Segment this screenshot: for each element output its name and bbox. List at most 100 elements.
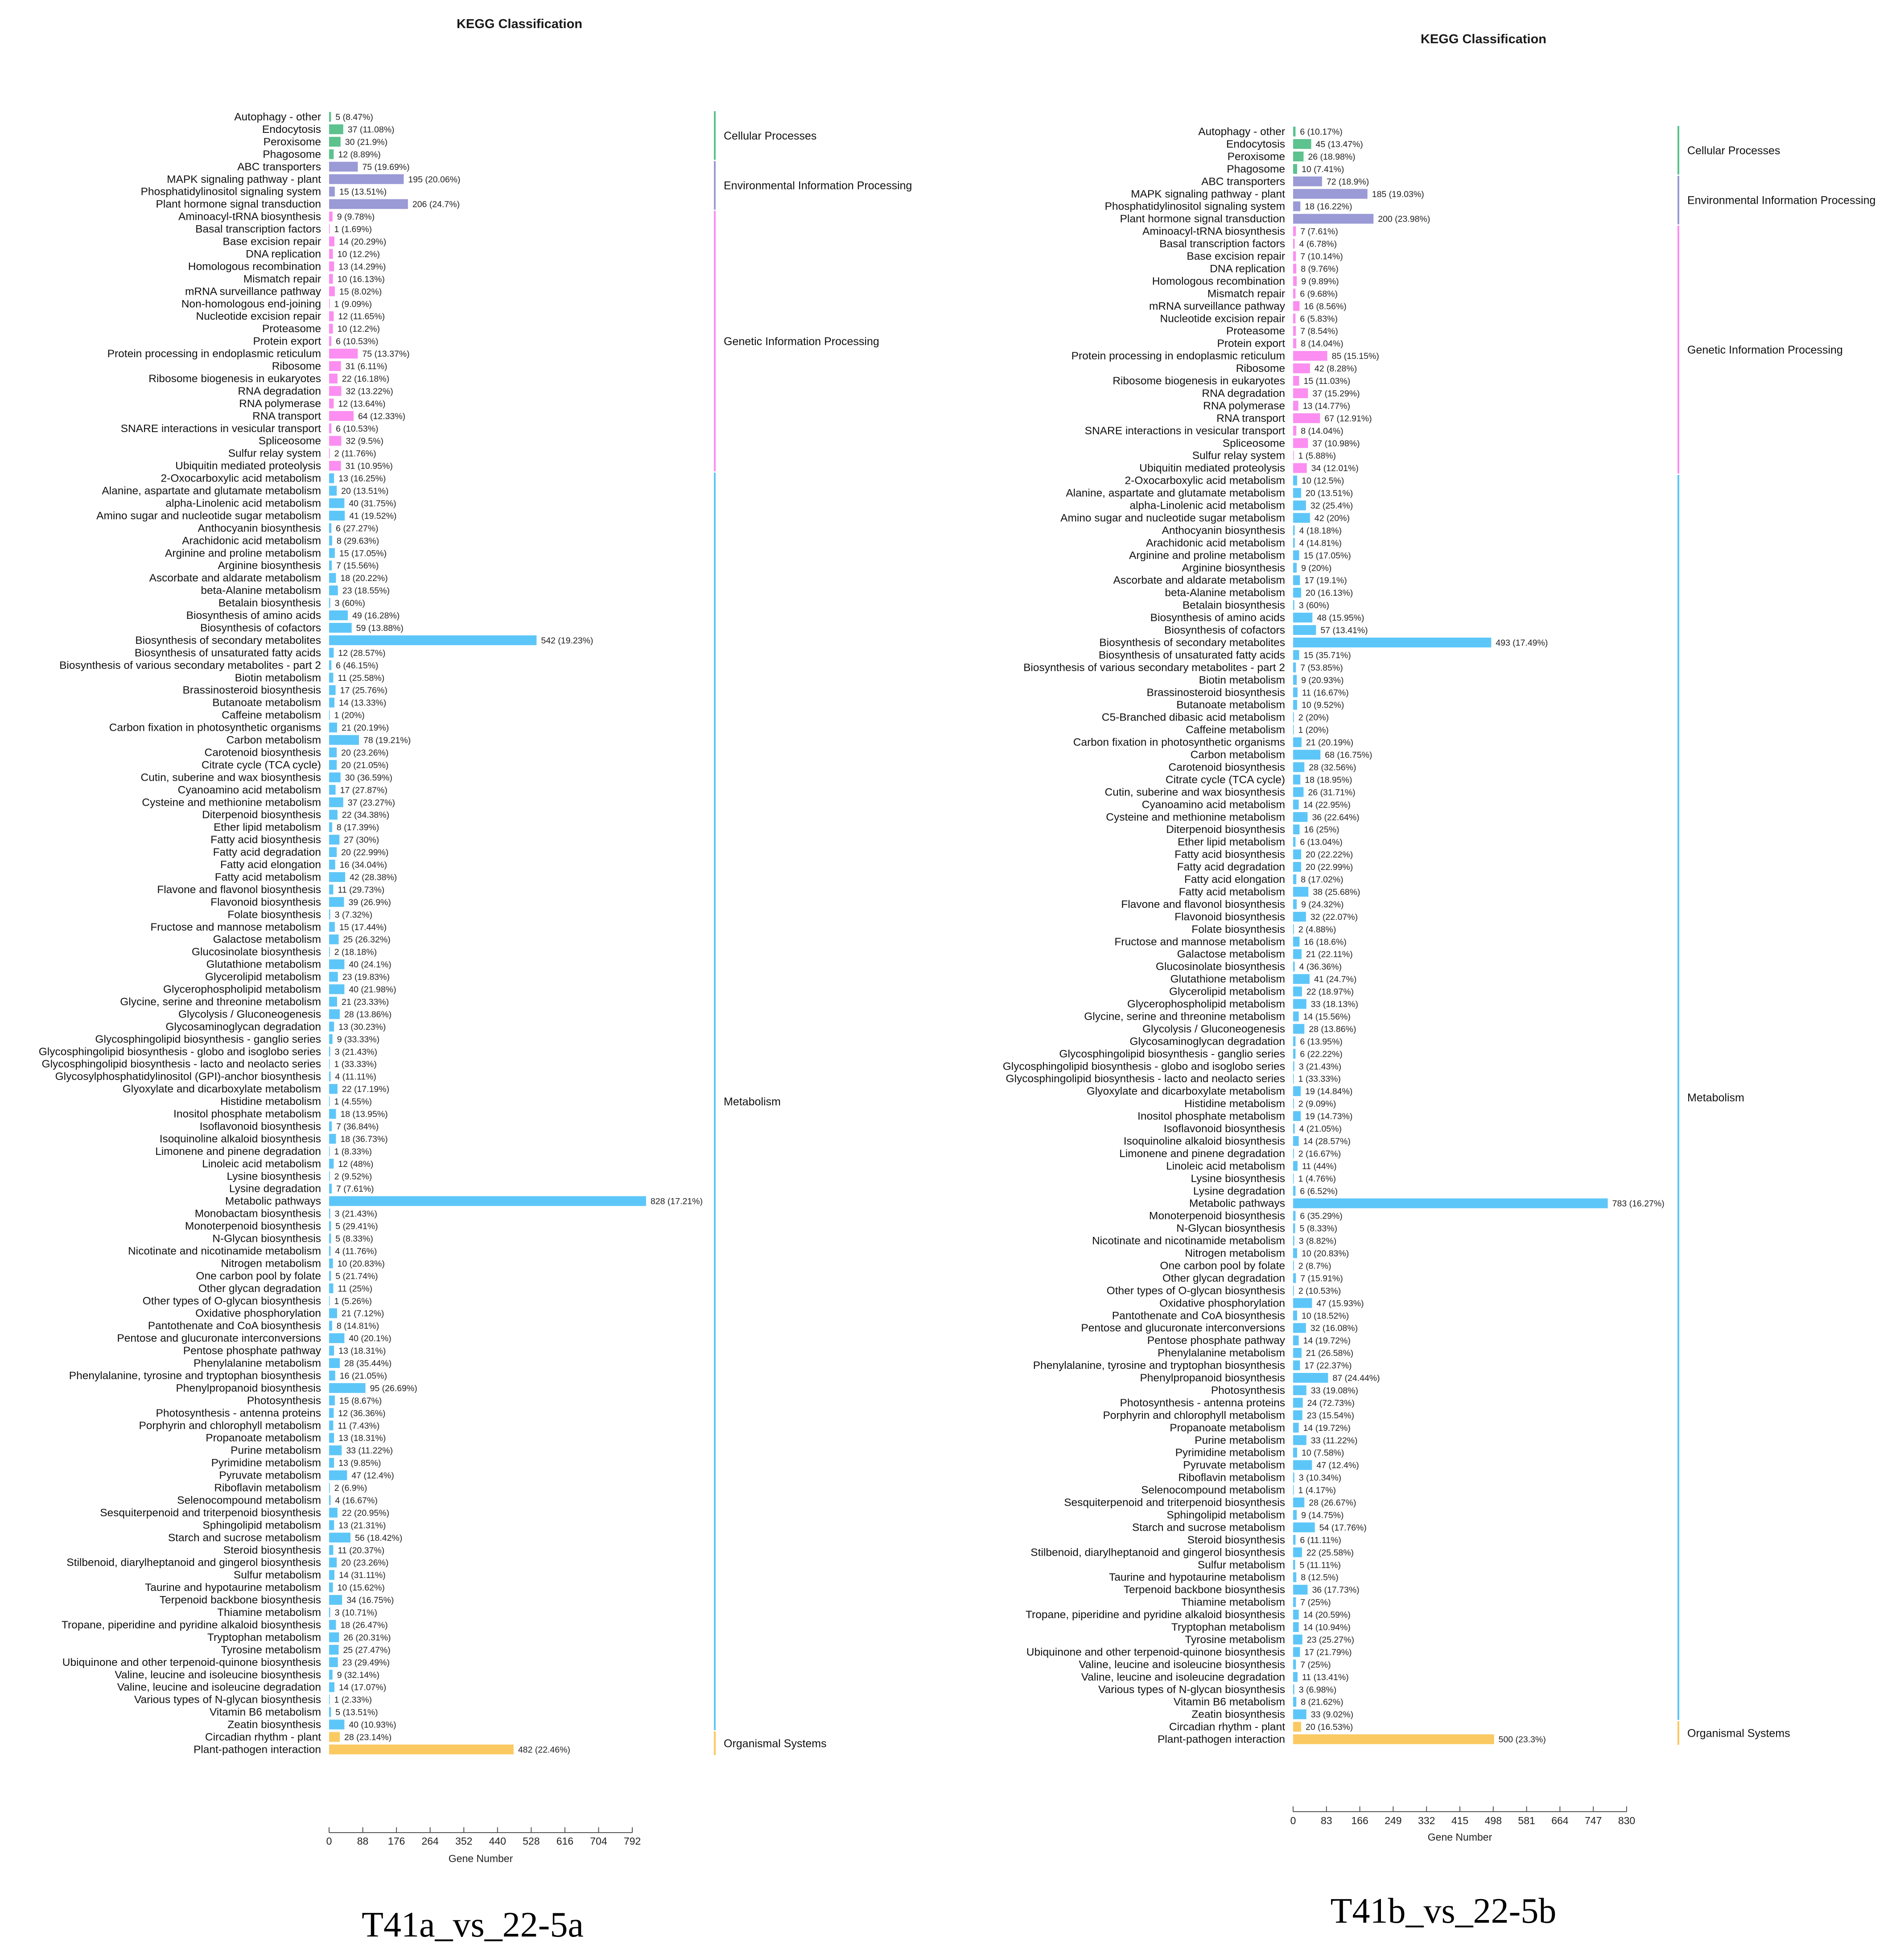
bar-value-label: 22 (34.38%) — [342, 810, 389, 820]
bar-spliceosome — [329, 436, 342, 446]
group-label-metabolism: Metabolism — [1687, 1092, 1744, 1104]
bar-value-label: 32 (9.5%) — [346, 437, 383, 446]
pathway-label-pentose-and-glucuronate-interconversions: Pentose and glucuronate interconversions — [117, 1332, 321, 1344]
x-tick-label: 498 — [1485, 1815, 1502, 1826]
pathway-label-glycosaminoglycan-degradation: Glycosaminoglycan degradation — [1129, 1035, 1285, 1047]
pathway-label-mismatch-repair: Mismatch repair — [243, 273, 321, 285]
pathway-label-abc-transporters: ABC transporters — [237, 161, 321, 173]
bar-value-label: 6 (13.04%) — [1300, 837, 1342, 847]
bar-value-label: 8 (12.5%) — [1301, 1573, 1339, 1582]
x-tick-label: 176 — [388, 1835, 405, 1847]
pathway-label-glycerolipid-metabolism: Glycerolipid metabolism — [205, 971, 321, 983]
bar-value-label: 17 (21.79%) — [1304, 1648, 1352, 1657]
bar-value-label: 11 (20.37%) — [338, 1545, 384, 1555]
bar-2-oxocarboxylic-acid-metabolism — [329, 473, 334, 483]
group-label-cellular-processes: Cellular Processes — [1687, 144, 1780, 157]
bar-betalain-biosynthesis — [329, 598, 330, 608]
bar-vitamin-b6-metabolism — [329, 1707, 331, 1717]
pathway-label-circadian-rhythm-plant: Circadian rhythm - plant — [1169, 1721, 1285, 1733]
pathway-label-glycerophospholipid-metabolism: Glycerophospholipid metabolism — [1127, 998, 1285, 1010]
bar-peroxisome — [329, 136, 341, 147]
bar-fatty-acid-elongation — [1293, 874, 1297, 884]
bar-value-label: 37 (15.29%) — [1312, 389, 1360, 399]
bar-photosynthesis-antenna-proteins — [1293, 1397, 1303, 1408]
group-label-environmental-information-processing: Environmental Information Processing — [1687, 194, 1875, 207]
bar-value-label: 10 (20.83%) — [338, 1259, 385, 1269]
bar-value-label: 22 (17.19%) — [342, 1084, 389, 1094]
pathway-label-biosynthesis-of-secondary-metabolites: Biosynthesis of secondary metabolites — [135, 635, 321, 647]
bar-plant-hormone-signal-transduction — [1293, 214, 1374, 224]
bar-value-label: 6 (13.95%) — [1300, 1037, 1342, 1047]
pathway-label-one-carbon-pool-by-folate: One carbon pool by folate — [1160, 1260, 1285, 1272]
bar-value-label: 28 (35.44%) — [344, 1359, 392, 1368]
bar-value-label: 7 (10.14%) — [1300, 252, 1343, 262]
bar-flavonoid-biosynthesis — [1293, 911, 1306, 922]
bar-pentose-phosphate-pathway — [329, 1346, 334, 1356]
bar-value-label: 8 (21.62%) — [1301, 1698, 1343, 1707]
pathway-label-lysine-degradation: Lysine degradation — [229, 1183, 321, 1195]
bar-value-label: 6 (10.53%) — [336, 337, 378, 346]
bar-glycosylphosphatidylinositol-gpi-anchor-biosynthesis — [329, 1071, 331, 1082]
bar-value-label: 20 (13.51%) — [1306, 489, 1353, 499]
bar-rna-polymerase — [1293, 400, 1298, 411]
pathway-label-porphyrin-and-chlorophyll-metabolism: Porphyrin and chlorophyll metabolism — [1103, 1409, 1285, 1422]
pathway-label-sphingolipid-metabolism: Sphingolipid metabolism — [202, 1519, 321, 1531]
pathway-label-porphyrin-and-chlorophyll-metabolism: Porphyrin and chlorophyll metabolism — [139, 1420, 321, 1432]
bar-ubiquinone-and-other-terpenoid-quinone-biosynthesis — [329, 1657, 338, 1667]
bar-photosynthesis-antenna-proteins — [329, 1408, 334, 1418]
bar-value-label: 40 (31.75%) — [349, 499, 396, 508]
bar-value-label: 54 (17.76%) — [1319, 1523, 1367, 1533]
pathway-label-terpenoid-backbone-biosynthesis: Terpenoid backbone biosynthesis — [160, 1594, 321, 1606]
chart-title: KEGG Classification — [1421, 32, 1546, 46]
pathway-label-various-types-of-n-glycan-biosynthesis: Various types of N-glycan biosynthesis — [134, 1694, 321, 1706]
bar-value-label: 42 (28.38%) — [350, 873, 397, 882]
pathway-label-alpha-linolenic-acid-metabolism: alpha-Linolenic acid metabolism — [1129, 500, 1285, 512]
bar-value-label: 40 (10.93%) — [349, 1720, 396, 1730]
bar-arachidonic-acid-metabolism — [1293, 538, 1295, 548]
bar-sphingolipid-metabolism — [329, 1520, 334, 1530]
bar-value-label: 6 (46.15%) — [336, 661, 378, 671]
pathway-label-pyrimidine-metabolism: Pyrimidine metabolism — [1175, 1447, 1285, 1459]
bar-glycerolipid-metabolism — [1293, 986, 1302, 997]
pathway-label-nicotinate-and-nicotinamide-metabolism: Nicotinate and nicotinamide metabolism — [1092, 1235, 1285, 1247]
pathway-label-brassinosteroid-biosynthesis: Brassinosteroid biosynthesis — [1147, 687, 1286, 699]
x-tick-label: 0 — [326, 1835, 332, 1847]
bar-phenylalanine-metabolism — [1293, 1348, 1302, 1358]
bar-value-label: 20 (22.99%) — [341, 848, 388, 857]
pathway-label-fatty-acid-metabolism: Fatty acid metabolism — [1179, 886, 1285, 898]
bar-value-label: 12 (48%) — [338, 1159, 373, 1169]
bar-value-label: 13 (16.25%) — [338, 474, 386, 484]
bar-homologous-recombination — [1293, 276, 1297, 286]
bar-oxidative-phosphorylation — [329, 1308, 338, 1319]
x-tick-label: 415 — [1451, 1815, 1468, 1826]
group-label-metabolism: Metabolism — [724, 1096, 781, 1108]
pathway-label-carbon-metabolism: Carbon metabolism — [1191, 749, 1285, 761]
pathway-label-histidine-metabolism: Histidine metabolism — [220, 1096, 321, 1108]
bar-mapk-signaling-pathway-plant — [329, 174, 404, 184]
bar-value-label: 6 (11.11%) — [1300, 1535, 1341, 1545]
bar-fatty-acid-metabolism — [329, 872, 346, 882]
bar-value-label: 7 (7.61%) — [1300, 227, 1338, 237]
pathway-label-autophagy-other: Autophagy - other — [234, 111, 321, 123]
pathway-label-mapk-signaling-pathway-plant: MAPK signaling pathway - plant — [167, 173, 321, 185]
bar-purine-metabolism — [1293, 1435, 1306, 1445]
bar-pantothenate-and-coa-biosynthesis — [1293, 1310, 1298, 1321]
pathway-label-cysteine-and-methionine-metabolism: Cysteine and methionine metabolism — [142, 796, 321, 808]
pathway-label-arachidonic-acid-metabolism: Arachidonic acid metabolism — [1146, 537, 1285, 549]
pathway-label-fatty-acid-biosynthesis: Fatty acid biosynthesis — [1175, 849, 1285, 861]
bar-value-label: 10 (15.62%) — [338, 1583, 385, 1593]
pathway-label-glycolysis-gluconeogenesis: Glycolysis / Gluconeogenesis — [178, 1008, 321, 1020]
pathway-label-basal-transcription-factors: Basal transcription factors — [195, 223, 321, 235]
pathway-label-mismatch-repair: Mismatch repair — [1208, 288, 1285, 300]
bar-value-label: 12 (11.65%) — [338, 312, 385, 321]
bar-thiamine-metabolism — [1293, 1597, 1296, 1607]
bar-value-label: 1 (33.33%) — [334, 1059, 377, 1069]
bar-alpha-linolenic-acid-metabolism — [1293, 500, 1306, 511]
pathway-label-phenylalanine-metabolism: Phenylalanine metabolism — [194, 1357, 321, 1369]
bar-citrate-cycle-tca-cycle — [1293, 775, 1301, 785]
pathway-label-photosynthesis-antenna-proteins: Photosynthesis - antenna proteins — [156, 1407, 321, 1419]
bar-caffeine-metabolism — [329, 710, 330, 720]
pathway-label-glycosaminoglycan-degradation: Glycosaminoglycan degradation — [165, 1021, 321, 1033]
bar-biosynthesis-of-cofactors — [1293, 625, 1316, 635]
bar-biosynthesis-of-unsaturated-fatty-acids — [1293, 650, 1299, 660]
